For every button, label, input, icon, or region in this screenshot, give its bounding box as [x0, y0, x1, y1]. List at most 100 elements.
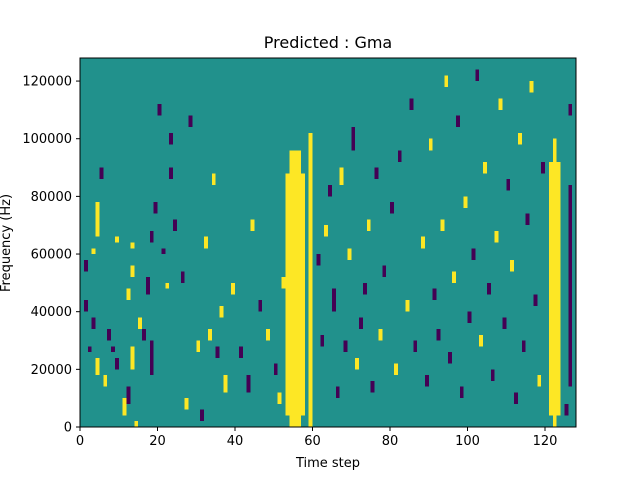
heatmap-cell	[424, 375, 429, 387]
heatmap-cell	[409, 98, 414, 110]
heatmap-cell	[502, 317, 507, 329]
heatmap-cell	[111, 346, 115, 353]
heatmap-cell	[351, 127, 356, 151]
y-tick-label: 0	[64, 421, 72, 436]
x-tick-label: 80	[382, 434, 399, 449]
heatmap-cell	[126, 386, 131, 404]
heatmap-cell	[91, 248, 96, 255]
heatmap-cell	[397, 150, 402, 162]
heatmap-cell	[219, 305, 224, 318]
heatmap-cell	[541, 161, 545, 174]
heatmap-cell	[266, 328, 270, 341]
heatmap-cell	[490, 369, 495, 381]
heatmap-cell	[498, 98, 503, 110]
heatmap-cell	[95, 202, 100, 237]
heatmap-cell	[103, 375, 108, 387]
x-tick-label: 20	[149, 434, 166, 449]
heatmap-cell	[479, 334, 483, 347]
heatmap-cell	[83, 300, 88, 312]
heatmap-cell	[165, 282, 170, 289]
heatmap-band	[552, 138, 557, 427]
heatmap-cell	[149, 230, 154, 243]
y-tick-label: 120000	[22, 75, 72, 90]
heatmap-cell	[533, 294, 538, 306]
heatmap-cell	[157, 104, 162, 116]
heatmap-cell	[153, 202, 158, 214]
heatmap-cell	[452, 271, 456, 283]
heatmap-cell	[215, 346, 220, 358]
heatmap-cell	[370, 380, 375, 393]
heatmap-cell	[277, 392, 282, 404]
heatmap-cell	[537, 375, 542, 387]
heatmap-cell	[273, 363, 278, 376]
heatmap-cell	[382, 265, 387, 278]
heatmap-cell	[99, 167, 104, 180]
heatmap-cell	[475, 69, 480, 82]
heatmap-band	[289, 150, 301, 427]
x-tick-label: 100	[455, 434, 480, 449]
heatmap-cell	[483, 161, 487, 174]
heatmap-cell	[355, 357, 359, 370]
heatmap-cell	[250, 219, 255, 231]
heatmap-cell	[145, 277, 150, 295]
heatmap-cell	[413, 340, 418, 353]
x-tick-label: 40	[227, 434, 244, 449]
heatmap-band	[568, 184, 573, 387]
heatmap-cell	[184, 398, 189, 410]
heatmap-cell	[432, 288, 437, 301]
heatmap-cell	[366, 219, 371, 231]
heatmap-cell	[281, 277, 286, 289]
heatmap-cell	[114, 236, 119, 243]
heatmap-cell	[339, 167, 344, 185]
heatmap-cell	[564, 403, 569, 416]
heatmap-cell	[169, 167, 173, 180]
heatmap-cell	[211, 173, 216, 185]
heatmap-cell	[436, 328, 441, 341]
heatmap-cell	[506, 179, 511, 191]
heatmap-cell	[521, 340, 526, 353]
heatmap-cell	[188, 115, 193, 128]
heatmap-cell	[514, 392, 518, 404]
heatmap-cell	[231, 282, 235, 295]
heatmap-cell	[122, 398, 127, 416]
heatmap-cell	[130, 346, 135, 370]
heatmap-cell	[173, 219, 177, 231]
heatmap-cell	[393, 363, 398, 376]
heatmap-cell	[428, 138, 433, 151]
heatmap-cell	[87, 346, 92, 353]
heatmap-cell	[510, 259, 514, 272]
heatmap-cell	[347, 248, 352, 260]
heatmap-cell	[200, 409, 204, 422]
x-tick-label: 120	[533, 434, 558, 449]
heatmap-cell	[374, 167, 379, 180]
heatmap-cell	[440, 219, 445, 231]
y-tick-label: 40000	[31, 305, 72, 320]
y-tick-label: 60000	[31, 248, 72, 263]
x-tick-label: 60	[304, 434, 321, 449]
heatmap-cell	[378, 328, 383, 341]
heatmap-cell	[362, 282, 367, 295]
heatmap-cell	[130, 242, 135, 249]
y-axis-label: Frequency (Hz)	[0, 194, 14, 292]
heatmap-cell	[359, 317, 363, 329]
heatmap-cell	[258, 300, 263, 312]
heatmap-cell	[138, 317, 142, 329]
heatmap-cell	[223, 375, 228, 393]
heatmap-cell	[444, 75, 449, 87]
heatmap-cell	[126, 288, 131, 301]
heatmap-cell	[142, 328, 146, 341]
heatmap-cell	[134, 421, 139, 427]
heatmap-cell	[494, 230, 499, 243]
y-tick-label: 20000	[31, 363, 72, 378]
heatmap-cell	[95, 363, 100, 376]
heatmap-cell	[320, 334, 325, 347]
heatmap-cell	[525, 213, 530, 226]
heatmap-cell	[149, 340, 154, 376]
x-axis-label: Time step	[295, 456, 360, 471]
heatmap-cell	[343, 340, 348, 353]
heatmap-cell	[180, 271, 185, 283]
chart-title: Predicted : Gma	[264, 33, 392, 52]
heatmap-cell	[169, 132, 173, 145]
heatmap-cell	[459, 386, 464, 399]
